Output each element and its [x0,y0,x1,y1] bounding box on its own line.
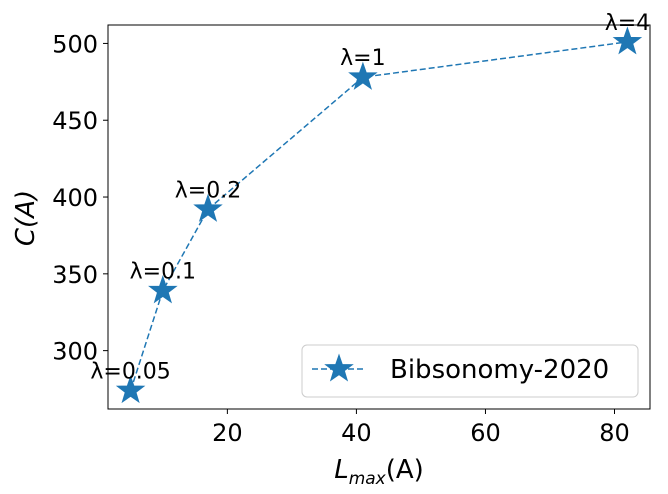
data-point-star [612,26,643,55]
y-axis-title: C(A) [11,190,41,246]
point-label: λ=0.2 [175,178,241,203]
legend: Bibsonomy-2020 [301,344,639,398]
point-label: λ=0.1 [130,260,196,285]
y-tick-label: 500 [52,30,98,58]
point-label: λ=0.05 [90,360,170,385]
y-tick-label: 350 [52,261,98,289]
x-axis: 20 40 60 80 [212,409,630,447]
y-tick-label: 450 [52,107,98,135]
data-point-star [348,61,378,90]
y-axis: 300 350 400 450 500 [52,30,108,366]
x-tick-label: 80 [599,419,630,447]
y-tick-label: 400 [52,184,98,212]
point-annotations: λ=0.05 λ=0.1 λ=0.2 λ=1 λ=4 [90,11,650,385]
series-markers [115,26,643,404]
point-label: λ=1 [340,46,385,71]
data-point-star [193,193,223,222]
x-tick-label: 60 [470,419,501,447]
legend-box [301,344,639,398]
x-tick-label: 20 [212,419,243,447]
point-label: λ=4 [605,11,650,36]
plot-area-frame [107,24,651,410]
data-point-star [148,275,178,304]
y-tick-label: 300 [52,338,98,366]
legend-star-marker [324,353,354,382]
x-tick-label: 40 [341,419,372,447]
data-point-star [115,375,146,404]
legend-label: Bibsonomy-2020 [390,355,609,385]
x-axis-title: Lmax(A) [334,455,424,489]
